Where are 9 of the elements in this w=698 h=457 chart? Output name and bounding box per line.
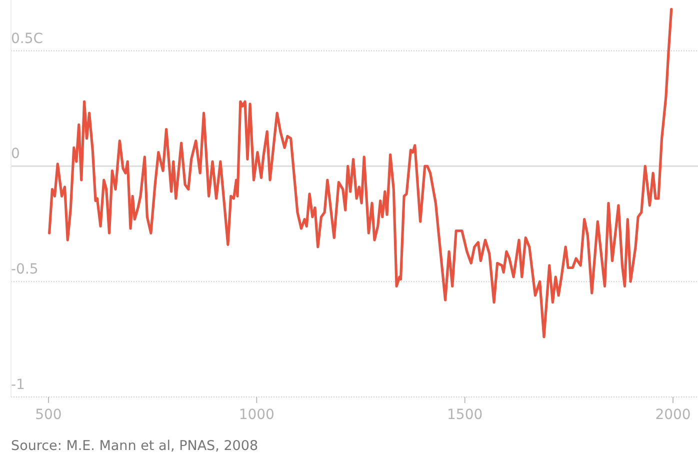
- x-tick-label: 2000: [655, 407, 691, 423]
- y-tick-label: 0: [11, 146, 20, 162]
- x-tick-label: 1000: [238, 407, 274, 423]
- y-tick-label: -0.5: [11, 262, 38, 278]
- x-tick-label: 500: [35, 407, 62, 423]
- x-tick-label: 1500: [447, 407, 483, 423]
- source-note: Source: M.E. Mann et al, PNAS, 2008: [11, 438, 258, 454]
- y-tick-label: -1: [11, 377, 25, 393]
- y-tick-label: 0.5C: [11, 30, 44, 47]
